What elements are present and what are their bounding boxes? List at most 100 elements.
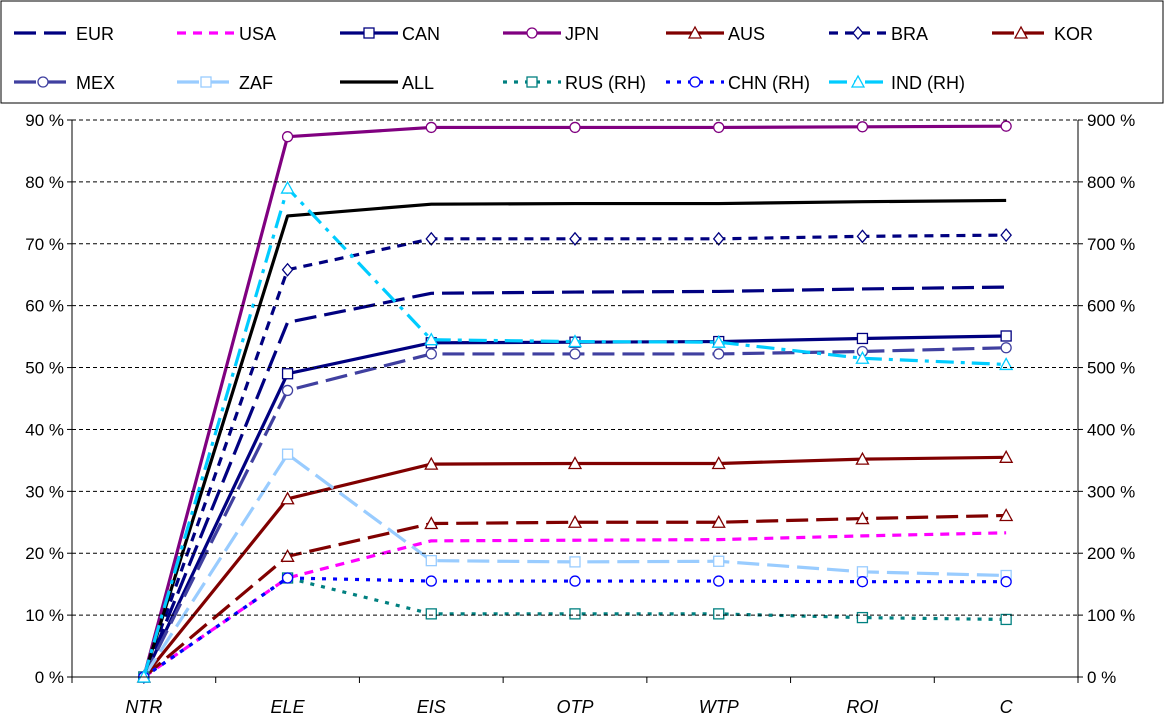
legend-box	[0, 0, 1164, 104]
data-point	[855, 350, 870, 364]
legend-label: CHN (RH)	[728, 73, 810, 93]
data-point	[856, 121, 869, 133]
data-point	[569, 575, 581, 587]
data-point	[856, 576, 869, 588]
y-tick-label-left: 70 %	[25, 235, 64, 254]
data-point	[425, 348, 437, 360]
data-point	[200, 76, 212, 88]
data-point	[713, 575, 725, 587]
y-tick-label-right: 500 %	[1087, 359, 1135, 378]
y-tick-label-left: 0 %	[35, 668, 64, 687]
y-tick-label-left: 60 %	[25, 297, 64, 316]
y-tick-label-right: 600 %	[1087, 297, 1135, 316]
y-tick-label-left: 10 %	[25, 606, 64, 625]
x-tick-label: C	[1000, 697, 1014, 717]
y-tick-label-left: 50 %	[25, 359, 64, 378]
series-line-mex	[142, 346, 1007, 678]
data-point	[281, 384, 294, 397]
series-line-chn-rh	[142, 576, 1007, 679]
data-point	[1000, 342, 1012, 354]
y-tick-label-left: 20 %	[25, 544, 64, 563]
legend-label: AUS	[728, 24, 765, 44]
data-point	[687, 25, 703, 39]
data-point	[569, 231, 581, 246]
y-tick-label-right: 400 %	[1087, 420, 1135, 439]
data-point	[363, 27, 375, 39]
legend-label: EUR	[76, 24, 114, 44]
data-point	[281, 368, 294, 380]
data-point	[569, 608, 581, 620]
data-point	[713, 555, 725, 567]
data-point	[569, 121, 581, 134]
y-tick-label-right: 100 %	[1087, 606, 1135, 625]
data-point	[425, 121, 437, 134]
legend-label: ALL	[402, 73, 434, 93]
data-point	[856, 332, 869, 345]
data-point	[713, 121, 725, 134]
data-point	[1000, 576, 1012, 588]
data-point	[424, 456, 439, 470]
series-line-can	[142, 334, 1007, 678]
data-point	[1000, 613, 1012, 626]
data-point	[424, 516, 439, 530]
x-tick-label: EIS	[417, 697, 446, 717]
y-tick-label-left: 40 %	[25, 420, 64, 439]
data-point	[425, 554, 437, 567]
data-point	[526, 27, 538, 39]
data-point	[689, 76, 701, 88]
y-tick-label-left: 30 %	[25, 482, 64, 501]
legend: EUR USA CAN JPN AUS BRA KOR MEX ZAF ALL RUS (RH) CH…	[0, 0, 1164, 104]
series-line-usa	[142, 531, 1007, 679]
data-point	[1000, 120, 1012, 132]
legend-label: RUS (RH)	[565, 73, 646, 93]
x-tick-label: NTR	[125, 697, 162, 717]
legend-label: MEX	[76, 73, 115, 93]
data-point	[281, 131, 294, 143]
y-tick-label-right: 200 %	[1087, 544, 1135, 563]
data-point	[281, 572, 294, 584]
legend-label: IND (RH)	[891, 73, 965, 93]
data-point	[1013, 25, 1029, 39]
data-point	[425, 575, 437, 587]
axes: 0 % 10 % 20 % 30 % 40 % 50 % 60 % 70 % 80 % 90 % 0…	[25, 111, 1135, 717]
data-point	[37, 76, 49, 88]
data-point	[999, 508, 1014, 522]
data-point	[850, 74, 866, 88]
legend-label: USA	[239, 24, 276, 44]
series-line-eur	[142, 285, 1007, 678]
y-tick-label-right: 900 %	[1087, 111, 1135, 130]
data-point	[567, 514, 583, 528]
data-point	[569, 348, 581, 360]
data-point	[424, 332, 439, 346]
data-point	[280, 180, 295, 194]
x-tick-label: OTP	[556, 697, 593, 717]
data-point	[526, 76, 538, 88]
series-line-all	[142, 198, 1007, 678]
data-point	[856, 566, 869, 578]
x-tick-label: ELE	[271, 697, 306, 717]
x-tick-label: ROI	[846, 697, 878, 717]
data-point	[281, 262, 294, 277]
data-point	[569, 556, 581, 568]
data-point	[999, 449, 1014, 463]
series-line-rus-rh	[142, 576, 1007, 679]
data-point	[856, 229, 869, 244]
data-point	[713, 348, 725, 360]
y-tick-label-right: 0 %	[1087, 668, 1116, 687]
legend-label: CAN	[402, 24, 440, 44]
legend-label: ZAF	[239, 73, 273, 93]
data-point	[425, 608, 437, 620]
data-point	[855, 451, 870, 465]
data-point	[711, 334, 726, 348]
y-tick-label-right: 800 %	[1087, 173, 1135, 192]
data-point	[855, 511, 870, 525]
plot-area	[136, 120, 1014, 685]
y-tick-label-right: 700 %	[1087, 235, 1135, 254]
data-point	[711, 456, 726, 470]
data-point	[425, 231, 438, 246]
data-point	[567, 456, 583, 470]
y-tick-label-right: 300 %	[1087, 482, 1135, 501]
legend-label: JPN	[565, 24, 599, 44]
